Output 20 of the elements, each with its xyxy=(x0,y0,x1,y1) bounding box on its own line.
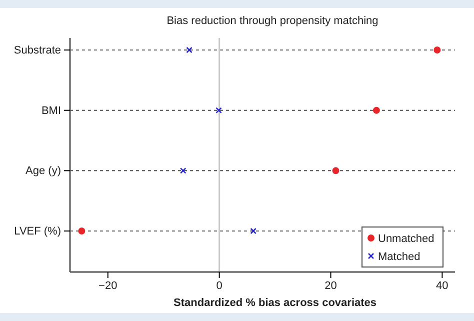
x-tick-label: 0 xyxy=(216,280,222,292)
legend-label: Unmatched xyxy=(378,233,434,245)
y-tick-label: Age (y) xyxy=(26,165,61,178)
y-tick-label: BMI xyxy=(41,104,61,117)
point xyxy=(250,228,256,234)
x-tick-label: 20 xyxy=(324,280,337,292)
x-axis-title: Standardized % bias across covariates xyxy=(174,297,377,309)
point xyxy=(186,46,192,54)
chart-title: Bias reduction through propensity matching xyxy=(166,15,378,27)
y-tick-label: LVEF (%) xyxy=(14,226,61,238)
point xyxy=(216,107,222,114)
legend-label: Matched xyxy=(378,251,420,263)
x-tick-label: −20 xyxy=(98,280,118,292)
point xyxy=(78,228,86,234)
y-tick-label: Substrate xyxy=(14,44,61,57)
point xyxy=(332,167,340,174)
point xyxy=(180,168,186,174)
point xyxy=(372,106,380,114)
point xyxy=(434,46,441,54)
x-tick-label: 40 xyxy=(436,280,448,292)
